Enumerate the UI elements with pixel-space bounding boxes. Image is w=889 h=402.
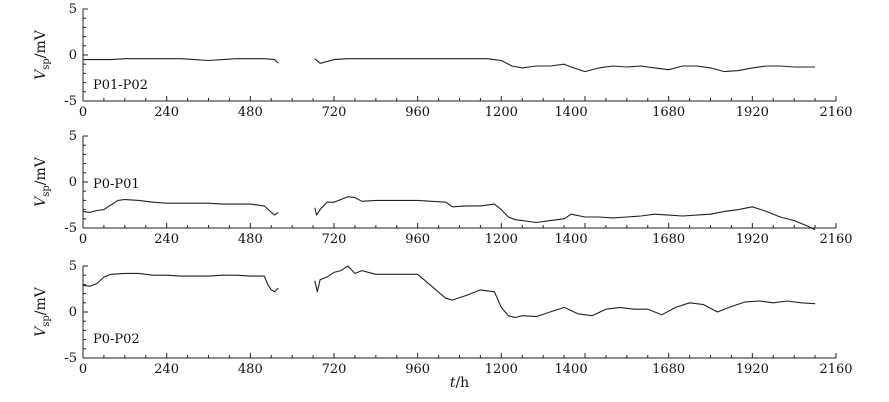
ylabel-main: V (33, 325, 49, 337)
series-line-segment (314, 196, 816, 231)
x-tick-label: 1200 (485, 362, 518, 377)
x-tick-label: 1920 (736, 232, 769, 247)
x-tick-label: 2160 (819, 362, 852, 377)
series-line-segment (314, 58, 816, 73)
series-line-segment (82, 272, 279, 293)
ylabel-main: V (33, 68, 49, 80)
y-tick-label: 0 (69, 48, 77, 63)
x-tick-label: 1680 (652, 362, 685, 377)
series-line-segment (82, 198, 279, 216)
ylabel-subscript: sp (41, 58, 52, 70)
series-line-segment (314, 265, 816, 319)
x-tick-label: 1200 (485, 105, 518, 120)
ylabel-unit: /mV (33, 286, 49, 315)
x-tick-label: 0 (79, 105, 87, 120)
ylabel-main: V (33, 195, 49, 207)
y-axis-label: Vsp/mV (33, 286, 52, 337)
x-tick-label: 1200 (485, 232, 518, 247)
x-tick-label: 240 (154, 232, 179, 247)
x-tick-label: 1400 (555, 362, 588, 377)
y-tick-label: -5 (64, 221, 77, 236)
x-tick-label: 2160 (819, 105, 852, 120)
x-tick-label: 960 (405, 232, 430, 247)
panel-label: P0-P02 (93, 332, 140, 347)
x-tick-label: 1400 (555, 105, 588, 120)
x-tick-label: 1920 (736, 362, 769, 377)
x-tick-label: 720 (322, 232, 347, 247)
y-tick-label: -5 (64, 351, 77, 366)
x-tick-label: 960 (405, 362, 430, 377)
x-tick-label: 960 (405, 105, 430, 120)
x-tick-label: 240 (154, 105, 179, 120)
x-tick-label: 480 (238, 105, 263, 120)
x-tick-label: 2160 (819, 232, 852, 247)
xlabel-unit: /h (455, 375, 469, 391)
x-axis-label: t/h (450, 375, 469, 391)
y-axis-label: Vsp/mV (33, 156, 52, 207)
x-tick-label: 480 (238, 232, 263, 247)
x-tick-label: 480 (238, 362, 263, 377)
y-tick-label: 5 (69, 2, 77, 17)
y-axis-label: Vsp/mV (33, 29, 52, 80)
x-tick-label: 720 (322, 362, 347, 377)
x-tick-label: 1680 (652, 232, 685, 247)
y-tick-label: -5 (64, 94, 77, 109)
x-tick-label: 1400 (555, 232, 588, 247)
x-tick-label: 1680 (652, 105, 685, 120)
ylabel-unit: /mV (33, 156, 49, 185)
panel-label: P0-P01 (93, 177, 140, 192)
x-tick-label: 240 (154, 362, 179, 377)
y-tick-label: 5 (69, 129, 77, 144)
ylabel-unit: /mV (33, 29, 49, 58)
xlabel-var: t (450, 375, 456, 391)
x-tick-label: 720 (322, 105, 347, 120)
series-line-segment (83, 58, 279, 64)
x-tick-label: 0 (79, 232, 87, 247)
x-tick-label: 1920 (736, 105, 769, 120)
ylabel-subscript: sp (41, 185, 52, 197)
y-tick-label: 0 (69, 175, 77, 190)
ylabel-subscript: sp (41, 315, 52, 327)
y-tick-label: 5 (69, 259, 77, 274)
x-tick-label: 0 (79, 362, 87, 377)
panel-label: P01-P02 (93, 78, 148, 93)
y-tick-label: 0 (69, 305, 77, 320)
